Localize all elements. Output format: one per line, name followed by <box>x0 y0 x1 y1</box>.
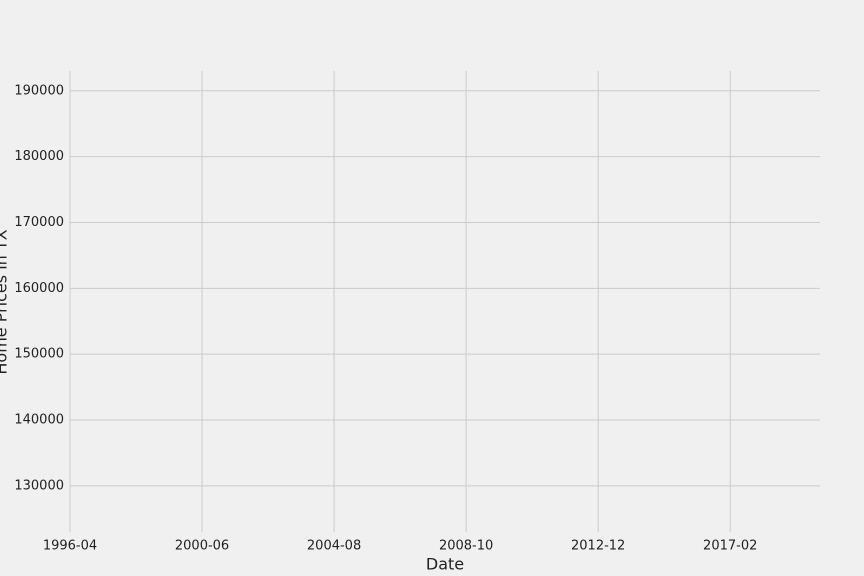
x-axis-label: Date <box>426 555 464 574</box>
y-tick-label: 160000 <box>14 281 64 296</box>
y-tick-label: 180000 <box>14 149 64 164</box>
y-tick-label: 190000 <box>14 83 64 98</box>
y-tick-label: 150000 <box>14 347 64 362</box>
y-tick-label: 140000 <box>14 413 64 428</box>
y-axis-label: Home Prices in TX <box>0 229 11 374</box>
y-tick-label: 130000 <box>14 478 64 493</box>
x-tick-label: 2017-02 <box>703 539 757 554</box>
x-tick-label: 2012-12 <box>571 539 625 554</box>
y-tick-label: 170000 <box>14 215 64 230</box>
x-tick-label: 2004-08 <box>307 539 361 554</box>
x-tick-label: 2008-10 <box>439 539 493 554</box>
x-tick-label: 2000-06 <box>175 539 229 554</box>
x-tick-label: 1996-04 <box>43 539 97 554</box>
